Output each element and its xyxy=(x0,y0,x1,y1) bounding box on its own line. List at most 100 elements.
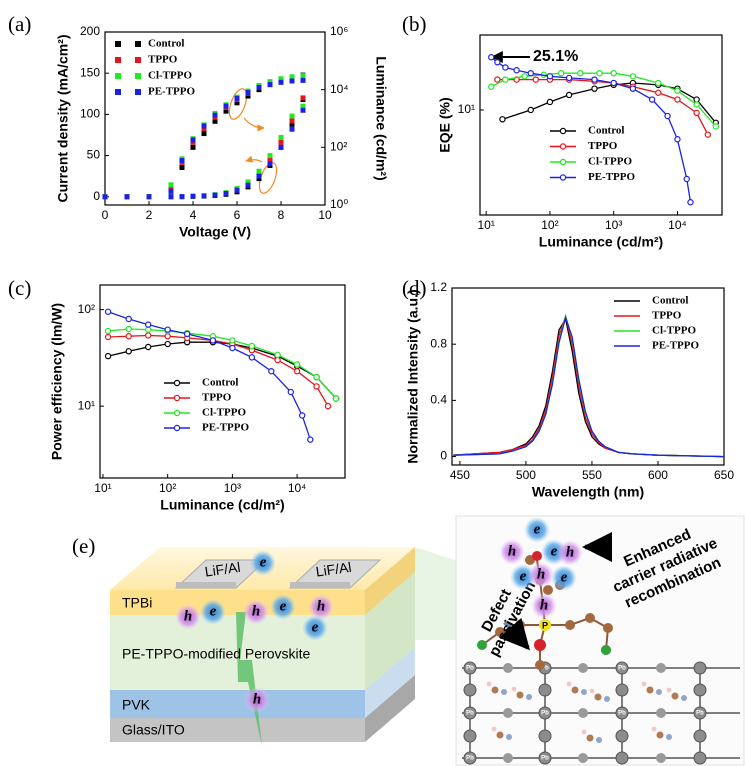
charge-label: e xyxy=(280,598,287,614)
marker xyxy=(307,436,314,443)
organic-atom xyxy=(589,688,595,694)
charge-label: h xyxy=(184,608,192,624)
organic-atom xyxy=(666,734,672,740)
x-tick-label: 500 xyxy=(516,468,536,482)
marker xyxy=(278,79,284,85)
legend-swatch xyxy=(135,41,141,47)
x-axis-title: Wavelength (nm) xyxy=(532,484,644,500)
marker xyxy=(190,193,196,199)
marker xyxy=(687,199,694,206)
legend-swatch xyxy=(115,57,121,63)
y-tick-label: 150 xyxy=(80,65,100,79)
charge-label: h xyxy=(537,566,545,582)
lattice-atom xyxy=(503,753,513,763)
series-line xyxy=(502,82,717,124)
lattice-atom xyxy=(615,706,629,720)
marker xyxy=(521,73,528,80)
atom xyxy=(539,619,551,631)
marker xyxy=(102,194,108,200)
marker xyxy=(256,173,262,179)
marker xyxy=(674,136,681,143)
marker xyxy=(664,112,671,120)
marker xyxy=(234,100,240,106)
legend-label: Control xyxy=(148,38,184,50)
x-tick-label: 10³ xyxy=(605,218,622,232)
legend-swatch xyxy=(173,394,181,402)
marker xyxy=(289,78,295,84)
x-tick-label: 4 xyxy=(190,208,197,222)
lattice-label: Pb xyxy=(696,711,704,717)
organic-atom xyxy=(516,691,524,699)
marker xyxy=(223,108,229,114)
legend-label: TPPO xyxy=(652,310,682,322)
plot-frame xyxy=(451,287,725,466)
marker xyxy=(289,113,295,119)
annotation: 25.1% xyxy=(533,48,578,65)
marker xyxy=(591,85,598,92)
marker xyxy=(313,383,320,390)
marker xyxy=(229,344,236,352)
marker xyxy=(190,144,196,150)
y-tick-label: 10² xyxy=(78,302,95,316)
y2-tick-label: 10⁶ xyxy=(330,24,348,38)
atom xyxy=(543,585,553,595)
marker xyxy=(274,351,281,359)
legend-label: Cl-TPPO xyxy=(652,325,696,337)
marker xyxy=(267,158,273,164)
y2-axis-title: Luminance (cd/m²) xyxy=(373,56,389,180)
legend-swatch xyxy=(173,409,181,417)
y-tick-label: 0.8 xyxy=(430,336,447,350)
organic-atom xyxy=(566,681,572,687)
organic-atom xyxy=(571,686,579,694)
marker xyxy=(674,96,681,103)
x-tick-label: 10 xyxy=(318,208,332,222)
lattice-atom xyxy=(538,683,552,697)
marker xyxy=(190,137,196,143)
marker xyxy=(712,123,720,130)
charge-label: h xyxy=(317,598,325,614)
charge xyxy=(308,594,334,620)
charge xyxy=(270,594,296,620)
marker xyxy=(546,98,554,106)
series-line xyxy=(108,328,337,399)
organic-atom xyxy=(671,692,679,700)
lattice-atom xyxy=(578,663,588,673)
marker xyxy=(179,194,185,200)
legend-label: Control xyxy=(652,295,688,307)
marker xyxy=(267,153,273,159)
marker xyxy=(267,82,273,88)
y2-tick-label: 10⁴ xyxy=(330,82,349,96)
marker xyxy=(229,337,236,344)
atom xyxy=(534,639,546,651)
marker xyxy=(267,79,273,85)
organic-atom xyxy=(491,726,497,732)
layer-label: Glass/ITO xyxy=(122,722,185,738)
charge xyxy=(531,593,557,619)
lattice-atom xyxy=(463,706,477,720)
marker xyxy=(287,388,295,396)
x-tick-label: 10⁴ xyxy=(288,481,307,495)
marker xyxy=(299,412,306,419)
marker xyxy=(300,95,306,101)
marker xyxy=(125,325,132,333)
lattice-atom xyxy=(693,729,707,743)
series-line xyxy=(453,313,725,458)
marker xyxy=(248,342,256,350)
organic-atom xyxy=(491,686,499,694)
charge-label: e xyxy=(520,568,527,584)
marker xyxy=(164,340,171,348)
legend-swatch xyxy=(559,158,567,166)
marker xyxy=(146,194,152,200)
charge-label: h xyxy=(566,544,574,560)
x-tick-label: 10¹ xyxy=(94,481,111,495)
plot-frame xyxy=(99,284,346,479)
charge xyxy=(302,615,328,641)
organic-atom xyxy=(581,689,587,695)
marker xyxy=(223,103,229,109)
lattice-label: Pb xyxy=(541,756,549,762)
x-axis-title: Luminance (cd/m²) xyxy=(539,234,663,250)
marker xyxy=(293,361,301,368)
marker xyxy=(201,131,207,137)
organic-atom xyxy=(511,686,517,692)
